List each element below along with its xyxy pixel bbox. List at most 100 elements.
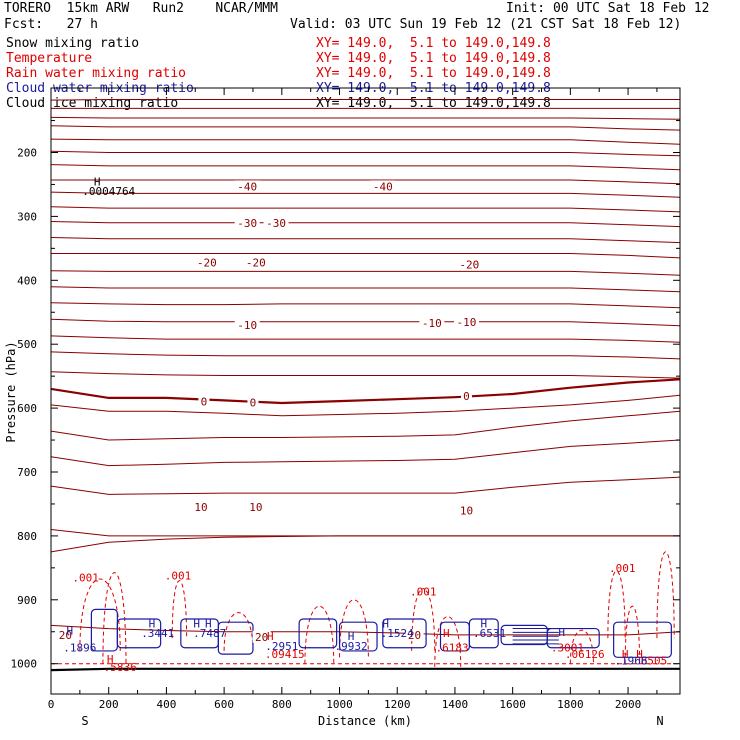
legend-temperature-coords: XY= 149.0, 5.1 to 149.0,149.8 — [316, 51, 551, 66]
plot-frame — [50, 87, 681, 695]
init-time: Init: 00 UTC Sat 18 Feb 12 — [506, 1, 710, 16]
legend-rain-coords: XY= 149.0, 5.1 to 149.0,149.8 — [316, 66, 551, 81]
high-marker: H — [149, 617, 156, 630]
temperature-label: -10 — [237, 319, 257, 332]
rain-label: .001 — [410, 585, 437, 598]
valid-time: Valid: 03 UTC Sun 19 Feb 12 (21 CST Sat … — [290, 17, 682, 32]
temperature-label: -40 — [237, 180, 257, 193]
y-tick-label: 200 — [17, 147, 37, 160]
model-title: TORERO 15km ARW Run2 NCAR/MMM — [4, 1, 278, 16]
temperature-label: -10 — [422, 317, 442, 330]
temperature-contour — [50, 476, 681, 495]
temperature-contour — [50, 191, 681, 198]
y-tick-label: 500 — [17, 338, 37, 351]
y-tick-label: 800 — [17, 530, 37, 543]
cloud-water-label: .2951 — [265, 640, 298, 653]
rain-contour — [624, 606, 641, 664]
label-mask — [247, 396, 259, 409]
north-label: N — [656, 714, 663, 728]
label-mask — [234, 216, 260, 229]
cloud-water-label: .1966 — [614, 655, 647, 668]
y-tick-label: 1000 — [11, 658, 38, 671]
label-mask — [252, 630, 271, 643]
label-mask — [198, 395, 210, 408]
temperature-contour — [50, 410, 681, 441]
high-marker: H — [107, 653, 114, 666]
surface-line — [50, 667, 680, 672]
temperature-contour — [50, 99, 680, 101]
x-tick-label: 800 — [272, 698, 292, 711]
x-tick-label: 200 — [99, 698, 119, 711]
rain-value-label: .06126 — [565, 648, 605, 661]
high-marker: H — [622, 648, 629, 661]
temperature-label: -20 — [246, 256, 266, 269]
x-tick-label: 400 — [156, 698, 176, 711]
y-tick-label: 600 — [17, 402, 37, 415]
label-mask — [405, 628, 424, 641]
label-mask — [243, 256, 269, 269]
high-marker: H — [267, 630, 274, 643]
temperature-contour — [50, 318, 681, 327]
y-tick-label: 700 — [17, 466, 37, 479]
temperature-contour — [50, 378, 681, 405]
cloud-water-contour — [116, 618, 162, 649]
label-mask — [246, 501, 265, 514]
temperature-contour — [50, 125, 681, 131]
label-mask — [234, 180, 260, 193]
temperature-contour — [50, 116, 681, 120]
cloud-water-label: .9932 — [335, 640, 368, 653]
cloud-water-label: .1896 — [63, 642, 96, 655]
rain-value-label: .3001 — [551, 642, 584, 655]
cloud-water-contour — [338, 621, 378, 652]
rain-label: .001 — [72, 571, 99, 584]
label-mask — [457, 504, 476, 517]
cloud-water-contours — [90, 608, 672, 658]
temperature-contour — [50, 270, 681, 276]
x-tick-label: 1400 — [442, 698, 469, 711]
rain-contour — [607, 570, 626, 639]
label-mask — [419, 317, 445, 330]
cloud-water-label: .7487 — [193, 627, 226, 640]
temperature-label: 10 — [249, 501, 262, 514]
forecast-hour: Fcst: 27 h — [4, 17, 98, 32]
rain-contour — [411, 588, 436, 651]
x-tick-label: 1000 — [326, 698, 353, 711]
temperature-contour — [50, 206, 681, 213]
temperature-label: 20 — [255, 631, 268, 644]
rain-contour — [569, 629, 594, 664]
x-tick-label: 1800 — [557, 698, 584, 711]
label-mask — [192, 501, 211, 514]
temperature-contours — [50, 99, 681, 672]
rain-contour — [304, 605, 335, 664]
y-tick-label: 300 — [17, 210, 37, 223]
cloud-water-contour — [468, 618, 499, 649]
south-label: S — [81, 714, 88, 728]
legend-snow-coords: XY= 149.0, 5.1 to 149.0,149.8 — [316, 36, 551, 51]
rain-contour — [223, 612, 254, 651]
high-marker: H — [94, 175, 101, 188]
temperature-label: 20 — [59, 629, 72, 642]
temperature-contour — [50, 302, 681, 309]
rain-contour — [339, 599, 369, 658]
label-mask — [370, 180, 396, 193]
temperature-contour — [50, 535, 680, 553]
temperature-contour — [50, 351, 681, 360]
y-tick-label: 900 — [17, 594, 37, 607]
rain-contour — [79, 578, 121, 651]
contour-labels: -40 -40 -30 -30 -20 -20 -20 -10 -10 -10 0 0 0 10 10 10 2… — [56, 175, 667, 674]
y-tick-label: 400 — [17, 274, 37, 287]
temperature-contour — [50, 221, 681, 228]
temperature-label: -10 — [457, 316, 477, 329]
x-tick-label: 1200 — [384, 698, 411, 711]
temperature-label: -20 — [459, 258, 479, 271]
temperature-label: 0 — [463, 390, 470, 403]
high-marker: H — [558, 626, 565, 639]
temperature-label: -20 — [197, 256, 217, 269]
label-mask — [263, 216, 289, 229]
cloud-water-contour — [613, 621, 672, 658]
y-axis-label: Pressure (hPa) — [4, 341, 18, 442]
temperature-contour — [51, 179, 681, 185]
temperature-contour — [50, 529, 680, 537]
